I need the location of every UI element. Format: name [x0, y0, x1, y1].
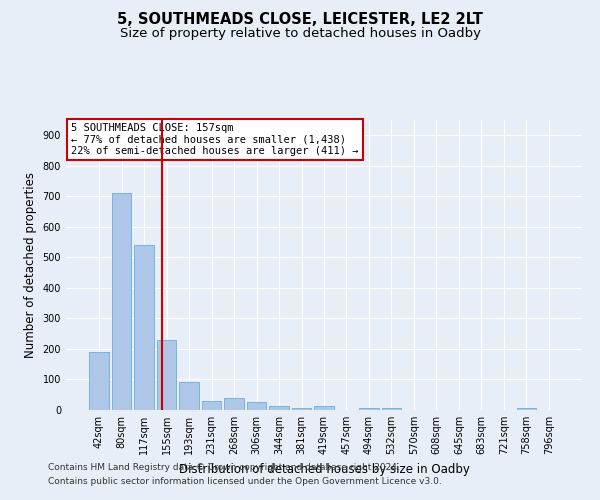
Bar	[179, 382, 199, 410]
Bar	[157, 340, 176, 410]
Bar	[247, 402, 266, 410]
Bar	[112, 194, 131, 410]
X-axis label: Distribution of detached houses by size in Oadby: Distribution of detached houses by size …	[179, 462, 469, 475]
Y-axis label: Number of detached properties: Number of detached properties	[24, 172, 37, 358]
Text: Contains HM Land Registry data © Crown copyright and database right 2024.: Contains HM Land Registry data © Crown c…	[48, 464, 400, 472]
Bar	[382, 408, 401, 410]
Bar	[89, 352, 109, 410]
Bar	[269, 406, 289, 410]
Text: 5, SOUTHMEADS CLOSE, LEICESTER, LE2 2LT: 5, SOUTHMEADS CLOSE, LEICESTER, LE2 2LT	[117, 12, 483, 28]
Bar	[314, 406, 334, 410]
Bar	[224, 398, 244, 410]
Bar	[134, 245, 154, 410]
Text: 5 SOUTHMEADS CLOSE: 157sqm
← 77% of detached houses are smaller (1,438)
22% of s: 5 SOUTHMEADS CLOSE: 157sqm ← 77% of deta…	[71, 123, 359, 156]
Bar	[202, 401, 221, 410]
Text: Contains public sector information licensed under the Open Government Licence v3: Contains public sector information licen…	[48, 477, 442, 486]
Text: Size of property relative to detached houses in Oadby: Size of property relative to detached ho…	[119, 28, 481, 40]
Bar	[517, 408, 536, 410]
Bar	[292, 408, 311, 410]
Bar	[359, 408, 379, 410]
